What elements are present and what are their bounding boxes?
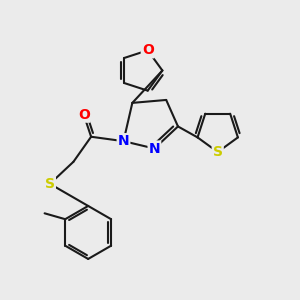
Text: N: N	[118, 134, 129, 148]
Text: N: N	[148, 142, 160, 155]
Text: S: S	[213, 145, 223, 159]
Text: O: O	[142, 43, 154, 57]
Text: O: O	[78, 108, 90, 122]
Text: S: S	[45, 177, 55, 191]
